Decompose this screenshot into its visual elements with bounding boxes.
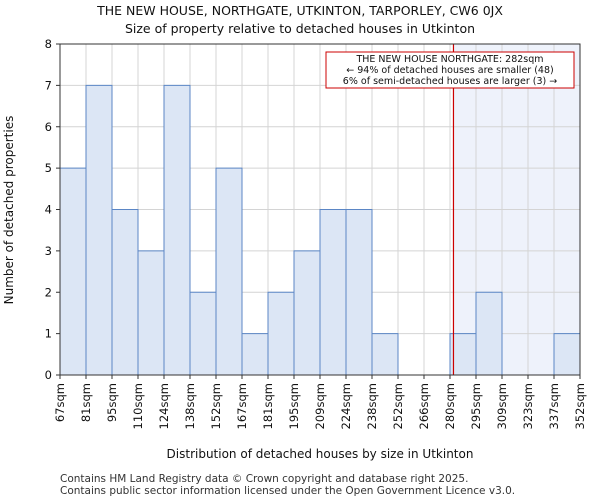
annotation-line-3: 6% of semi-detached houses are larger (3… bbox=[343, 76, 557, 87]
x-tick-label: 224sqm bbox=[339, 383, 353, 429]
x-tick-label: 110sqm bbox=[131, 383, 145, 429]
y-tick-label: 2 bbox=[45, 285, 52, 299]
y-tick-label: 6 bbox=[45, 120, 52, 134]
x-tick-label: 95sqm bbox=[105, 383, 119, 422]
x-tick-label: 252sqm bbox=[391, 383, 405, 429]
x-tick-label: 309sqm bbox=[495, 383, 509, 429]
x-tick-label: 195sqm bbox=[287, 383, 301, 429]
histogram-bar bbox=[241, 333, 269, 376]
x-tick-label: 67sqm bbox=[53, 383, 67, 422]
histogram-bar bbox=[189, 291, 217, 376]
x-tick-label: 138sqm bbox=[183, 383, 197, 429]
y-tick-label: 8 bbox=[45, 37, 52, 51]
histogram-bar bbox=[267, 291, 295, 376]
histogram-bar bbox=[59, 167, 87, 376]
y-tick-label: 7 bbox=[45, 78, 52, 92]
annotation-line-1: THE NEW HOUSE NORTHGATE: 282sqm bbox=[355, 54, 543, 65]
chart-subtitle: Size of property relative to detached ho… bbox=[124, 21, 476, 36]
y-tick-label: 0 bbox=[45, 368, 52, 382]
histogram-bar bbox=[345, 209, 373, 376]
x-tick-label: 238sqm bbox=[365, 383, 379, 429]
y-tick-label: 4 bbox=[45, 203, 52, 217]
x-tick-label: 280sqm bbox=[443, 383, 457, 429]
y-tick-label: 5 bbox=[45, 161, 52, 175]
histogram-bar bbox=[475, 291, 503, 376]
x-tick-label: 352sqm bbox=[573, 383, 587, 429]
y-tick-label: 3 bbox=[45, 244, 52, 258]
histogram-bar bbox=[553, 333, 581, 376]
histogram-bar bbox=[293, 250, 321, 376]
histogram-bar bbox=[319, 209, 347, 376]
x-tick-label: 266sqm bbox=[417, 383, 431, 429]
x-tick-label: 323sqm bbox=[521, 383, 535, 429]
histogram-bar bbox=[215, 167, 243, 376]
x-axis-label: Distribution of detached houses by size … bbox=[167, 447, 474, 461]
histogram-bar bbox=[163, 84, 191, 376]
x-tick-label: 152sqm bbox=[209, 383, 223, 429]
histogram-bar bbox=[85, 84, 113, 376]
histogram-bar bbox=[137, 250, 165, 376]
x-tick-label: 167sqm bbox=[235, 383, 249, 429]
x-tick-label: 124sqm bbox=[157, 383, 171, 429]
annotation-line-2: ← 94% of detached houses are smaller (48… bbox=[346, 65, 553, 76]
footer-line-1: Contains HM Land Registry data © Crown c… bbox=[60, 473, 469, 485]
x-tick-label: 209sqm bbox=[313, 383, 327, 429]
x-tick-label: 81sqm bbox=[79, 383, 93, 422]
x-tick-label: 337sqm bbox=[547, 383, 561, 429]
footer-line-2: Contains public sector information licen… bbox=[60, 485, 516, 497]
y-tick-label: 1 bbox=[45, 327, 52, 341]
chart-title: THE NEW HOUSE, NORTHGATE, UTKINTON, TARP… bbox=[97, 3, 503, 18]
annotation-box bbox=[325, 51, 575, 89]
y-axis-label: Number of detached properties bbox=[2, 116, 16, 305]
x-tick-label: 181sqm bbox=[261, 383, 275, 429]
histogram-bar bbox=[371, 333, 399, 376]
histogram-bar bbox=[449, 333, 477, 376]
histogram-bar bbox=[111, 209, 139, 376]
x-tick-label: 295sqm bbox=[469, 383, 483, 429]
